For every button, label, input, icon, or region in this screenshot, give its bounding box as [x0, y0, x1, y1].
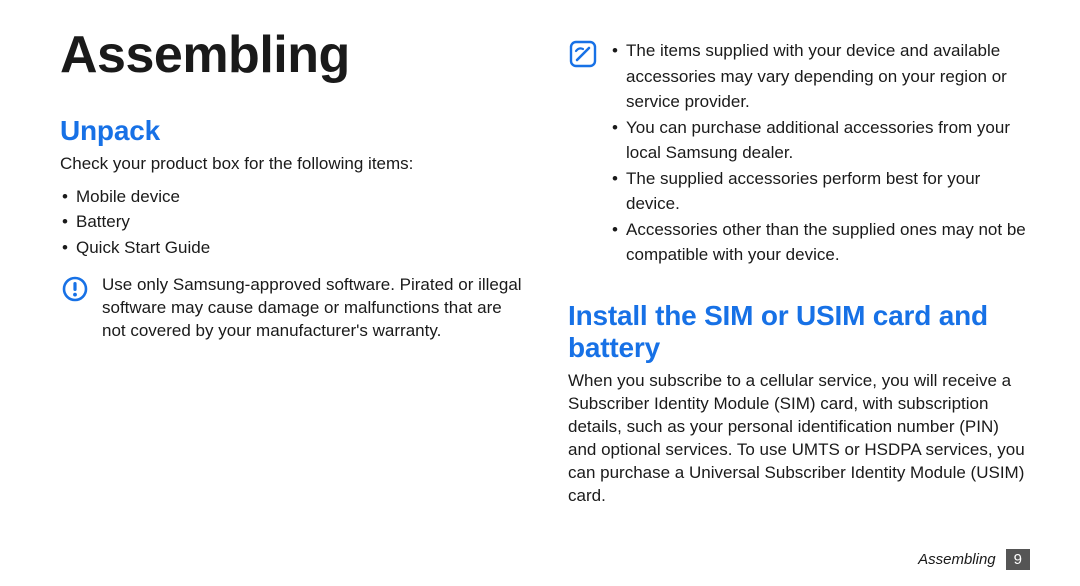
list-item: The items supplied with your device and … — [610, 38, 1030, 115]
list-item: You can purchase additional accessories … — [610, 115, 1030, 166]
chapter-title: Assembling — [60, 28, 522, 83]
note-body: The items supplied with your device and … — [610, 38, 1030, 276]
list-item: Accessories other than the supplied ones… — [610, 217, 1030, 268]
right-column: The items supplied with your device and … — [568, 28, 1030, 562]
warning-callout: Use only Samsung-approved software. Pira… — [60, 274, 522, 343]
list-item: Mobile device — [60, 184, 522, 210]
two-column-layout: Assembling Unpack Check your product box… — [60, 28, 1030, 562]
left-column: Assembling Unpack Check your product box… — [60, 28, 522, 562]
manual-page: Assembling Unpack Check your product box… — [0, 0, 1080, 586]
footer-section-label: Assembling — [918, 551, 996, 568]
note-callout: The items supplied with your device and … — [568, 38, 1030, 276]
section-title-install-sim: Install the SIM or USIM card and battery — [568, 300, 1030, 364]
section-title-unpack: Unpack — [60, 115, 522, 147]
warning-icon — [60, 274, 90, 302]
page-footer: Assembling 9 — [918, 549, 1030, 570]
footer-page-number: 9 — [1006, 549, 1030, 570]
note-icon — [568, 38, 598, 68]
note-items-list: The items supplied with your device and … — [610, 38, 1030, 268]
unpack-intro: Check your product box for the following… — [60, 153, 522, 176]
unpack-items-list: Mobile device Battery Quick Start Guide — [60, 184, 522, 261]
list-item: Battery — [60, 209, 522, 235]
list-item: Quick Start Guide — [60, 235, 522, 261]
install-sim-body: When you subscribe to a cellular service… — [568, 370, 1030, 508]
list-item: The supplied accessories perform best fo… — [610, 166, 1030, 217]
warning-text: Use only Samsung-approved software. Pira… — [102, 274, 522, 343]
